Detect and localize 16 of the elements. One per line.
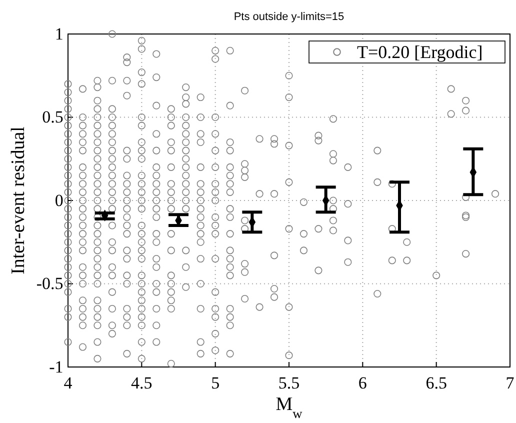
y-axis-title: Inter-event residual xyxy=(8,126,29,274)
legend-label: T=0.20 [Ergodic] xyxy=(357,42,483,62)
chart-title: Pts outside y-limits=15 xyxy=(234,11,344,23)
y-tick-label: 0 xyxy=(54,190,64,210)
x-tick-label: 5 xyxy=(211,374,220,393)
x-tick-label: 6 xyxy=(358,374,367,393)
y-tick-label: -0.5 xyxy=(36,274,64,294)
y-tick-label: 0.5 xyxy=(42,108,64,127)
y-tick-label: -1 xyxy=(49,357,64,376)
x-tick-label: 4.5 xyxy=(131,374,152,393)
x-tick-label: 7 xyxy=(506,374,515,393)
y-tick-label: 1 xyxy=(54,24,64,44)
x-axis-title: M$_{w}$ xyxy=(276,394,303,420)
x-tick-label: 5.5 xyxy=(278,374,300,393)
x-tick-label: 6.5 xyxy=(426,374,447,393)
x-tick-label: 4 xyxy=(64,374,73,393)
